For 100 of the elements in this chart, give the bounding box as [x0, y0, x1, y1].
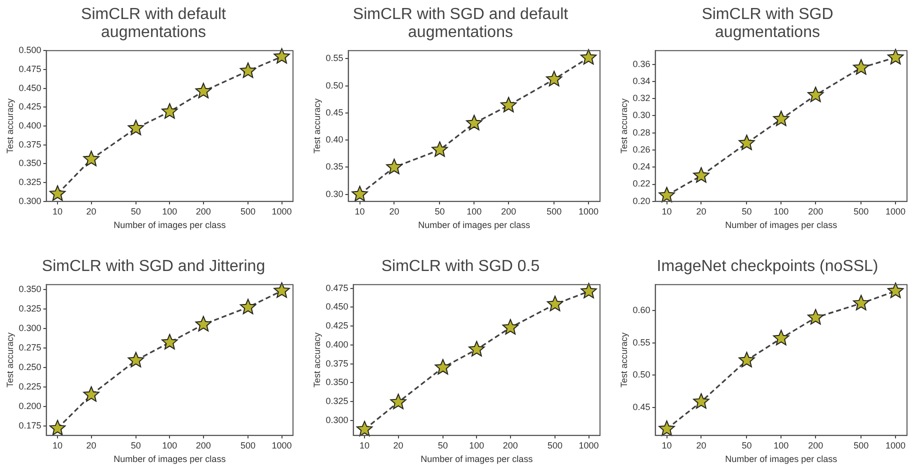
- x-tick-label: 10: [360, 440, 370, 450]
- x-tick-label: 100: [774, 206, 789, 216]
- y-tick-label: 0.350: [18, 158, 42, 168]
- x-axis-title: Number of images per class: [725, 454, 838, 464]
- y-tick-label: 0.45: [326, 107, 344, 118]
- y-tick-label: 0.60: [632, 304, 650, 315]
- x-tick-label: 200: [502, 440, 518, 450]
- y-tick-label: 0.20: [632, 196, 650, 206]
- y-tick-label: 0.36: [632, 58, 650, 69]
- x-tick-label: 1000: [272, 206, 292, 216]
- y-axis-title: Test accuracy: [618, 332, 629, 388]
- x-tick-label: 1000: [578, 206, 599, 216]
- y-tick-label: 0.175: [18, 420, 42, 431]
- y-tick-label: 0.325: [18, 303, 42, 314]
- y-tick-label: 0.22: [632, 178, 650, 189]
- x-tick-label: 100: [162, 206, 178, 216]
- x-tick-label: 1000: [578, 440, 599, 450]
- x-tick-label: 50: [130, 440, 141, 450]
- y-tick-label: 0.50: [326, 80, 344, 90]
- x-axis-title: Number of images per class: [420, 454, 534, 464]
- y-tick-label: 0.34: [632, 76, 650, 86]
- y-tick-label: 0.50: [632, 370, 650, 380]
- y-tick-label: 0.325: [326, 396, 348, 406]
- x-tick-label: 200: [196, 206, 211, 216]
- x-tick-label: 20: [389, 206, 400, 216]
- y-tick-label: 0.450: [18, 82, 42, 93]
- y-tick-label: 0.45: [632, 402, 650, 412]
- x-axis-title: Number of images per class: [114, 220, 226, 230]
- chart-title: SimCLR with SGD augmentations: [700, 5, 834, 42]
- y-tick-label: 0.35: [326, 162, 344, 172]
- y-tick-label: 0.300: [18, 196, 42, 206]
- x-tick-label: 200: [808, 206, 824, 216]
- x-tick-label: 100: [469, 440, 484, 450]
- x-tick-label: 500: [240, 440, 256, 450]
- x-tick-label: 20: [393, 440, 404, 450]
- y-tick-label: 0.30: [632, 110, 650, 120]
- y-tick-label: 0.55: [632, 337, 650, 348]
- x-tick-label: 500: [240, 206, 256, 216]
- y-tick-label: 0.200: [18, 400, 42, 411]
- x-tick-label: 10: [662, 206, 672, 216]
- x-tick-label: 20: [696, 206, 706, 216]
- x-tick-label: 10: [354, 206, 365, 216]
- y-tick-label: 0.500: [18, 45, 42, 56]
- y-tick-label: 0.350: [326, 377, 348, 388]
- x-axis-title: Number of images per class: [725, 220, 838, 230]
- y-tick-label: 0.400: [326, 339, 348, 350]
- y-axis-title: Test accuracy: [4, 332, 15, 388]
- y-tick-label: 0.55: [326, 53, 344, 64]
- x-tick-label: 1000: [886, 440, 906, 450]
- y-tick-label: 0.475: [18, 64, 42, 74]
- x-tick-label: 1000: [886, 206, 906, 216]
- chart-title: SimCLR with SGD 0.5: [380, 257, 541, 276]
- y-tick-label: 0.32: [632, 93, 650, 104]
- y-tick-label: 0.375: [18, 139, 42, 150]
- x-tick-label: 100: [162, 440, 178, 450]
- y-tick-label: 0.28: [632, 127, 650, 138]
- x-tick-label: 500: [546, 206, 562, 216]
- y-axis-title: Test accuracy: [312, 332, 322, 388]
- y-tick-label: 0.350: [18, 284, 42, 294]
- x-tick-label: 10: [662, 440, 672, 450]
- x-axis-title: Number of images per class: [114, 454, 226, 464]
- y-tick-label: 0.40: [326, 134, 344, 145]
- chart-title: ImageNet checkpoints (noSSL): [656, 257, 880, 276]
- y-tick-label: 0.475: [326, 282, 348, 293]
- y-axis-title: Test accuracy: [618, 98, 629, 154]
- x-tick-label: 20: [86, 440, 96, 450]
- y-tick-label: 0.250: [18, 362, 42, 372]
- y-tick-label: 0.425: [18, 102, 42, 112]
- chart-title: SimCLR with SGD and default augmentations: [352, 5, 570, 42]
- y-axis-title: Test accuracy: [312, 98, 322, 154]
- x-tick-label: 50: [434, 206, 445, 216]
- x-tick-label: 500: [548, 440, 563, 450]
- y-tick-label: 0.24: [632, 162, 650, 172]
- x-tick-label: 200: [196, 440, 211, 450]
- x-tick-label: 20: [696, 440, 706, 450]
- chart-title: SimCLR with SGD and Jittering: [40, 257, 266, 276]
- y-tick-label: 0.325: [18, 177, 42, 188]
- x-tick-label: 50: [742, 440, 752, 450]
- x-tick-label: 500: [854, 440, 869, 450]
- y-tick-label: 0.450: [326, 302, 348, 312]
- x-tick-label: 100: [774, 440, 789, 450]
- y-tick-label: 0.30: [326, 188, 344, 199]
- x-tick-label: 10: [52, 440, 63, 450]
- y-tick-label: 0.26: [632, 144, 650, 154]
- y-tick-label: 0.375: [326, 358, 348, 368]
- x-tick-label: 20: [86, 206, 96, 216]
- y-tick-label: 0.400: [18, 120, 42, 130]
- x-tick-label: 500: [854, 206, 869, 216]
- x-tick-label: 50: [742, 206, 752, 216]
- y-axis-title: Test accuracy: [4, 98, 15, 154]
- chart-title: SimCLR with default augmentations: [80, 5, 227, 42]
- x-tick-label: 50: [130, 206, 141, 216]
- y-tick-label: 0.300: [18, 322, 42, 333]
- y-tick-label: 0.300: [326, 414, 348, 425]
- x-tick-label: 200: [501, 206, 516, 216]
- x-tick-label: 10: [52, 206, 63, 216]
- y-tick-label: 0.225: [18, 381, 42, 392]
- x-tick-label: 50: [438, 440, 448, 450]
- x-tick-label: 1000: [272, 440, 292, 450]
- y-tick-label: 0.425: [326, 320, 348, 331]
